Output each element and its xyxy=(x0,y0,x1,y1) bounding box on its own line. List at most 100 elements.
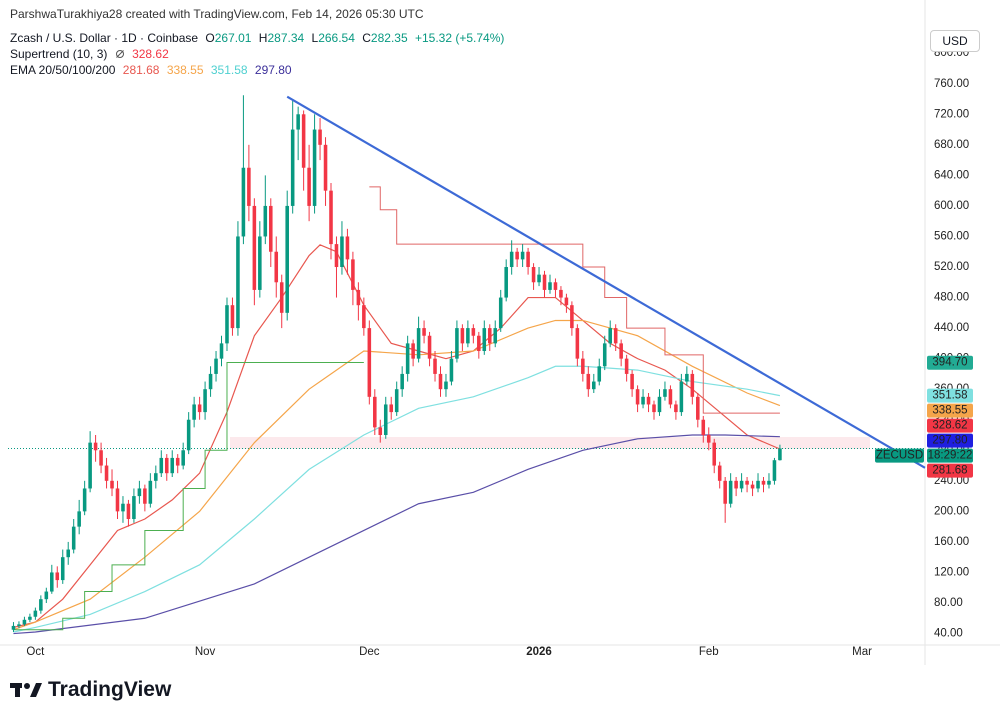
price-tag xyxy=(927,403,973,418)
candle-body xyxy=(619,343,623,359)
ema-line xyxy=(13,244,781,629)
candle-body xyxy=(28,616,32,620)
credit: ParshwaTurakhiya28 created with TradingV… xyxy=(10,7,424,21)
symbol-tag xyxy=(875,448,924,463)
candle-body xyxy=(143,488,147,504)
candle-body xyxy=(17,624,21,626)
candle-body xyxy=(613,328,618,344)
symbol-label: ZECUSD xyxy=(876,450,923,462)
ohlc-value: 287.34 xyxy=(267,31,305,45)
price-tag-label: 297.80 xyxy=(932,435,967,447)
x-tick-label: Feb xyxy=(699,646,719,658)
candle-body xyxy=(389,404,394,413)
candle-body xyxy=(236,236,240,329)
indicator-value: 297.80 xyxy=(254,63,292,77)
x-tick-label: Mar xyxy=(852,646,872,658)
candle-body xyxy=(247,167,251,206)
candle-body xyxy=(460,328,465,344)
brand-name: TradingView xyxy=(48,678,172,701)
candle-body xyxy=(340,236,344,268)
price-tag xyxy=(927,463,973,478)
price-tag xyxy=(927,433,973,448)
candle-body xyxy=(717,465,722,481)
candle-body xyxy=(88,442,92,489)
price-tag-label: 281.68 xyxy=(932,465,967,477)
candle-body xyxy=(263,205,268,237)
candle-body xyxy=(646,396,651,405)
candle-body xyxy=(696,396,700,420)
candle-body xyxy=(329,190,333,245)
y-tick-label: 600.00 xyxy=(934,200,969,212)
candle-body xyxy=(553,282,558,290)
candle-body xyxy=(597,366,602,382)
candle-body xyxy=(66,549,71,558)
symbol-title: Zcash / U.S. Dollar · 1D · Coinbase xyxy=(10,31,199,45)
y-tick-label: 520.00 xyxy=(934,261,969,273)
candle-body xyxy=(674,404,678,413)
candle-body xyxy=(367,328,372,397)
candle-body xyxy=(723,480,727,504)
candle-body xyxy=(334,244,339,268)
candle-body xyxy=(373,396,377,428)
price-tag xyxy=(927,355,973,370)
candle-body xyxy=(230,305,235,329)
candle-body xyxy=(93,442,98,451)
candle-body xyxy=(208,373,213,390)
candle-body xyxy=(269,205,273,252)
candle-body xyxy=(531,267,536,283)
change: +15.32 (+5.74%) xyxy=(414,31,505,45)
candle-body xyxy=(471,328,476,336)
candle-body xyxy=(378,427,383,436)
candle-body xyxy=(739,480,744,489)
currency-button[interactable]: USD xyxy=(930,30,980,52)
candle-body xyxy=(394,389,399,413)
candle-body xyxy=(197,404,202,413)
price-tag-label: 328.62 xyxy=(932,420,967,432)
candle-body xyxy=(241,167,246,237)
x-tick-label: Nov xyxy=(195,646,216,658)
candle-body xyxy=(427,335,432,359)
indicator-value: 351.58 xyxy=(210,63,248,77)
candle-body xyxy=(351,259,355,290)
y-tick-label: 200.00 xyxy=(934,505,969,517)
candle-body xyxy=(712,442,717,466)
candle-body xyxy=(701,419,706,436)
y-tick-label: 40.00 xyxy=(934,628,963,640)
candle-body xyxy=(175,457,180,466)
legend-main: Zcash / U.S. Dollar · 1D · Coinbase O267… xyxy=(10,31,508,45)
candle-body xyxy=(99,450,103,466)
candle-body xyxy=(132,496,136,520)
candle-body xyxy=(39,599,43,611)
candle-body xyxy=(608,328,612,344)
candle-body xyxy=(296,114,300,130)
candle-body xyxy=(624,358,629,374)
hidden-icon xyxy=(115,50,124,58)
candle-body xyxy=(734,480,738,489)
candle-body xyxy=(104,465,109,481)
candle-body xyxy=(411,343,415,359)
candle-body xyxy=(493,328,498,344)
candle-body xyxy=(570,305,574,329)
candle-body xyxy=(318,129,322,145)
candle-body xyxy=(575,328,580,359)
candle-body xyxy=(498,297,503,329)
candle-body xyxy=(526,251,530,268)
ema-line xyxy=(13,319,781,631)
candle-body xyxy=(148,480,153,504)
candle-body xyxy=(159,457,164,474)
candle-body xyxy=(71,526,76,550)
candle-body xyxy=(455,328,459,359)
indicator-name: EMA 20/50/100/200 xyxy=(10,63,116,77)
candle-body xyxy=(258,236,262,290)
supertrend-up xyxy=(13,361,364,631)
candle-body xyxy=(225,305,229,344)
candle-body xyxy=(657,396,662,413)
candle-body xyxy=(164,457,169,474)
candle-body xyxy=(214,358,218,374)
candle-body xyxy=(362,305,366,329)
candle-body xyxy=(307,167,311,206)
candle-body xyxy=(22,619,27,625)
candle-body xyxy=(685,373,689,382)
candle-body xyxy=(745,480,749,485)
